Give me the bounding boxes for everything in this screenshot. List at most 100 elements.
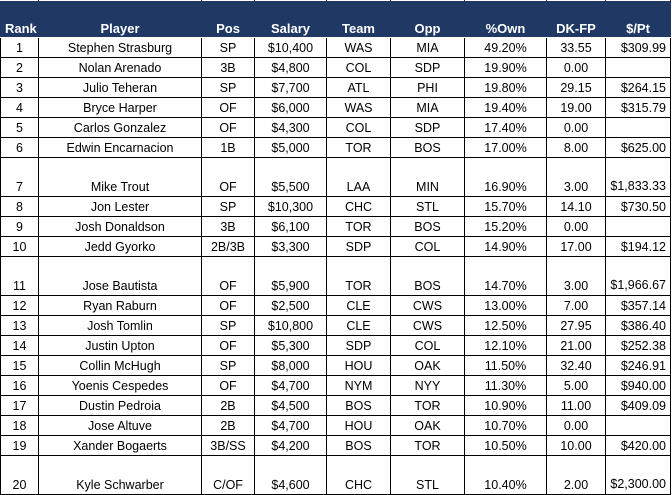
cell-dkfp: 29.15 <box>546 77 606 98</box>
cell-own: 10.70% <box>464 415 547 436</box>
header-opp: Opp <box>390 0 465 38</box>
cell-salary: $6,000 <box>254 97 327 118</box>
cell-dkfp: 0.00 <box>546 117 606 138</box>
cell-salary: $10,400 <box>254 37 327 58</box>
cell-salary: $5,300 <box>254 335 327 356</box>
cell-own: 10.40% <box>464 455 547 495</box>
cell-salary: $5,000 <box>254 137 327 158</box>
cell-salary: $4,800 <box>254 57 327 78</box>
cell-pos: 2B <box>201 395 255 416</box>
cell-team: WAS <box>326 97 391 118</box>
cell-pos: OF <box>201 97 255 118</box>
cell-opp: MIA <box>390 97 465 118</box>
cell-pos: 2B <box>201 415 255 436</box>
cell-pos: 2B/3B <box>201 236 255 257</box>
cell-pos: OF <box>201 157 255 197</box>
cell-dkfp: 19.00 <box>546 97 606 118</box>
cell-pos: OF <box>201 375 255 396</box>
table-row: 1 Stephen Strasburg SP $10,400 WAS MIA 49.20% 3… <box>0 37 671 58</box>
cell-dkfp: 7.00 <box>546 295 606 316</box>
cell-rank: 20 <box>0 455 39 495</box>
table-row: 9 Josh Donaldson 3B $6,100 TOR BOS 15.20% 0.00 <box>0 216 671 237</box>
cell-player: Jedd Gyorko <box>38 236 202 257</box>
cell-opp: OAK <box>390 355 465 376</box>
cell-salary: $8,000 <box>254 355 327 376</box>
cell-player: Bryce Harper <box>38 97 202 118</box>
cell-dollars-per-point: $420.00 <box>605 435 671 456</box>
cell-dollars-per-point: $194.12 <box>605 236 671 257</box>
cell-team: BOS <box>326 435 391 456</box>
cell-own: 10.50% <box>464 435 547 456</box>
cell-pos: SP <box>201 196 255 217</box>
cell-dollars-per-point: $409.09 <box>605 395 671 416</box>
cell-own: 11.50% <box>464 355 547 376</box>
cell-dkfp: 14.10 <box>546 196 606 217</box>
cell-opp: SDP <box>390 57 465 78</box>
cell-opp: STL <box>390 196 465 217</box>
cell-team: COL <box>326 117 391 138</box>
cell-team: BOS <box>326 395 391 416</box>
header-team: Team <box>326 0 391 38</box>
cell-team: COL <box>326 57 391 78</box>
cell-player: Nolan Arenado <box>38 57 202 78</box>
cell-dollars-per-point: $625.00 <box>605 137 671 158</box>
cell-player: Jose Altuve <box>38 415 202 436</box>
cell-rank: 7 <box>0 157 39 197</box>
cell-own: 19.80% <box>464 77 547 98</box>
cell-dollars-per-point: $252.38 <box>605 335 671 356</box>
cell-salary: $2,500 <box>254 295 327 316</box>
header-dkfp: DK-FP <box>546 0 606 38</box>
cell-rank: 11 <box>0 256 39 296</box>
table-row: 5 Carlos Gonzalez OF $4,300 COL SDP 17.40% 0.00 <box>0 117 671 138</box>
cell-team: SDP <box>326 236 391 257</box>
header-dollars-per-point: $/Pt <box>605 0 671 38</box>
table-row: 20 Kyle Schwarber C/OF $4,600 CHC STL 10.40% 2.… <box>0 455 671 495</box>
cell-team: SDP <box>326 335 391 356</box>
cell-own: 12.10% <box>464 335 547 356</box>
header-pos: Pos <box>201 0 255 38</box>
cell-rank: 14 <box>0 335 39 356</box>
cell-salary: $4,600 <box>254 455 327 495</box>
cell-dollars-per-point: $357.14 <box>605 295 671 316</box>
cell-own: 15.20% <box>464 216 547 237</box>
cell-pos: 3B <box>201 57 255 78</box>
table-row: 4 Bryce Harper OF $6,000 WAS MIA 19.40% 19.00 $3… <box>0 97 671 118</box>
cell-player: Yoenis Cespedes <box>38 375 202 396</box>
cell-salary: $4,700 <box>254 375 327 396</box>
cell-player: Edwin Encarnacion <box>38 137 202 158</box>
cell-pos: OF <box>201 117 255 138</box>
cell-player: Ryan Raburn <box>38 295 202 316</box>
cell-team: HOU <box>326 415 391 436</box>
cell-dkfp: 2.00 <box>546 455 606 495</box>
cell-salary: $4,700 <box>254 415 327 436</box>
cell-dkfp: 3.00 <box>546 256 606 296</box>
cell-salary: $4,500 <box>254 395 327 416</box>
cell-dkfp: 5.00 <box>546 375 606 396</box>
cell-own: 19.90% <box>464 57 547 78</box>
cell-dkfp: 0.00 <box>546 415 606 436</box>
cell-player: Justin Upton <box>38 335 202 356</box>
cell-opp: SDP <box>390 117 465 138</box>
cell-rank: 10 <box>0 236 39 257</box>
cell-own: 14.90% <box>464 236 547 257</box>
cell-opp: CWS <box>390 295 465 316</box>
cell-opp: COL <box>390 236 465 257</box>
cell-player: Dustin Pedroia <box>38 395 202 416</box>
table-row: 18 Jose Altuve 2B $4,700 HOU OAK 10.70% 0.00 <box>0 415 671 436</box>
table-row: 16 Yoenis Cespedes OF $4,700 NYM NYY 11.30% 5.0… <box>0 375 671 396</box>
cell-player: Kyle Schwarber <box>38 455 202 495</box>
cell-rank: 12 <box>0 295 39 316</box>
cell-team: LAA <box>326 157 391 197</box>
cell-dollars-per-point: $246.91 <box>605 355 671 376</box>
cell-player: Mike Trout <box>38 157 202 197</box>
cell-opp: BOS <box>390 216 465 237</box>
cell-rank: 18 <box>0 415 39 436</box>
cell-salary: $3,300 <box>254 236 327 257</box>
cell-pos: SP <box>201 77 255 98</box>
cell-rank: 15 <box>0 355 39 376</box>
cell-dkfp: 27.95 <box>546 315 606 336</box>
cell-salary: $5,900 <box>254 256 327 296</box>
cell-team: CLE <box>326 315 391 336</box>
cell-pos: C/OF <box>201 455 255 495</box>
